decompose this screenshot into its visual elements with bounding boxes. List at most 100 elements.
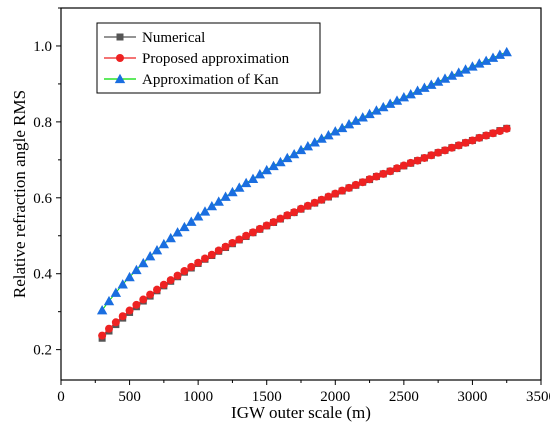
data-point [393, 164, 401, 173]
y-tick-label: 0.6 [33, 191, 52, 207]
data-point [501, 46, 512, 57]
data-point [153, 285, 161, 294]
data-point [268, 160, 279, 171]
data-point [502, 124, 511, 133]
data-point [117, 279, 128, 289]
data-point [365, 175, 374, 184]
data-point [439, 73, 451, 83]
data-point [474, 58, 485, 68]
data-point [434, 148, 443, 157]
data-point [213, 196, 224, 206]
data-point [221, 242, 230, 251]
data-point [413, 156, 422, 165]
data-point [447, 143, 456, 152]
data-point [111, 318, 120, 327]
data-point [323, 129, 334, 140]
data-point [192, 211, 204, 221]
data-point [343, 118, 355, 129]
data-point [194, 258, 203, 267]
data-point [475, 133, 484, 142]
y-tick-label: 0.8 [33, 115, 52, 131]
data-point [207, 250, 216, 259]
data-point [179, 221, 190, 232]
data-point [206, 200, 218, 211]
data-point [255, 224, 264, 233]
data-point [460, 64, 471, 74]
series-line [101, 127, 507, 339]
data-point [453, 67, 464, 77]
data-point [124, 271, 135, 282]
data-point [405, 88, 416, 99]
data-point [125, 306, 134, 315]
legend-marker [116, 54, 124, 62]
series-numerical [98, 124, 511, 342]
data-point [228, 238, 237, 247]
data-point [454, 141, 463, 150]
data-point [489, 129, 497, 138]
data-point [384, 98, 396, 108]
data-point [336, 122, 348, 133]
data-point [201, 254, 209, 263]
data-point [235, 235, 244, 244]
data-point [461, 138, 470, 147]
data-point [282, 152, 293, 163]
data-point [419, 82, 430, 92]
data-marks [96, 46, 512, 342]
data-point [118, 312, 127, 321]
data-point [290, 208, 299, 217]
data-point [275, 156, 286, 167]
data-point [242, 231, 251, 240]
data-point [364, 108, 375, 119]
data-point [441, 146, 449, 155]
series-line [101, 128, 507, 336]
data-point [139, 295, 148, 304]
data-point [151, 244, 163, 255]
data-point [317, 195, 326, 204]
x-tick-label: 1500 [252, 389, 282, 405]
data-point [240, 177, 252, 188]
data-point [487, 52, 499, 62]
x-tick-label: 0 [57, 389, 65, 405]
data-point [467, 61, 478, 71]
legend-marker [116, 33, 124, 41]
y-tick-label: 1.0 [33, 39, 52, 55]
data-point [247, 173, 259, 183]
data-point [351, 180, 360, 189]
data-point [379, 169, 388, 178]
data-point [186, 216, 197, 226]
data-point [214, 246, 223, 255]
data-point [303, 201, 312, 210]
data-point [324, 192, 333, 201]
data-point [249, 228, 257, 237]
legend-marker [114, 73, 126, 84]
data-point [288, 148, 300, 159]
series-approximation-of-kan [96, 46, 512, 315]
data-point [276, 214, 285, 223]
data-point [166, 276, 175, 285]
data-point [331, 189, 340, 198]
data-point [357, 112, 368, 122]
data-point [103, 295, 115, 306]
data-point [96, 304, 108, 315]
y-tick-label: 0.2 [33, 343, 52, 359]
data-point [468, 136, 477, 145]
data-point [220, 191, 231, 201]
y-tick-label: 0.4 [33, 267, 52, 283]
data-point [406, 158, 415, 167]
data-point [146, 290, 155, 299]
data-point [495, 126, 504, 135]
data-point [480, 55, 492, 65]
data-point [180, 267, 189, 276]
legend: Numerical Proposed approximation Approxima… [96, 22, 321, 94]
data-point [338, 186, 347, 195]
data-point [98, 331, 107, 340]
data-point [158, 238, 170, 249]
data-point [446, 70, 458, 80]
data-point [302, 140, 314, 151]
data-point [199, 206, 211, 216]
data-point [227, 186, 238, 197]
data-point [309, 137, 320, 147]
x-tick-label: 500 [118, 389, 141, 405]
data-point [420, 153, 429, 162]
x-tick-label: 1000 [183, 389, 213, 405]
